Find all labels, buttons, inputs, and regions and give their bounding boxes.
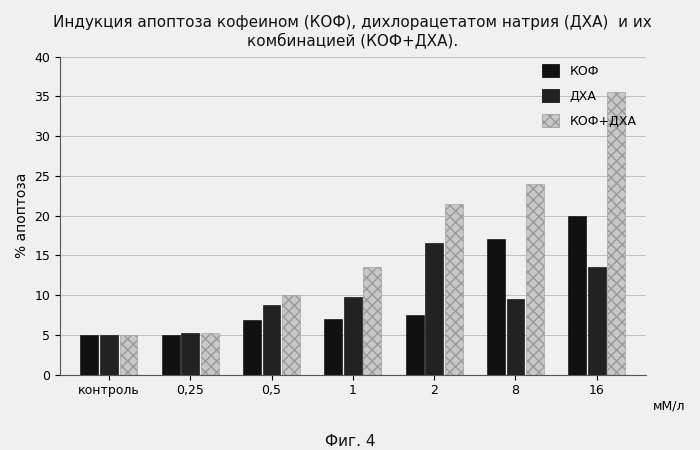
Y-axis label: % апоптоза: % апоптоза	[15, 173, 29, 258]
Bar	[507, 299, 524, 374]
Bar	[406, 315, 424, 374]
Bar	[162, 335, 180, 374]
Legend: КОФ, ДХА, КОФ+ДХА: КОФ, ДХА, КОФ+ДХА	[542, 64, 636, 128]
Bar	[608, 92, 625, 374]
Title: Индукция апоптоза кофеином (КОФ), дихлорацетатом натрия (ДХА)  и их
комбинацией : Индукция апоптоза кофеином (КОФ), дихлор…	[53, 15, 652, 49]
Bar	[181, 333, 200, 374]
Bar	[363, 267, 382, 374]
Text: мМ/л: мМ/л	[652, 400, 685, 413]
Bar	[80, 335, 99, 374]
Bar	[425, 243, 443, 374]
Bar	[120, 335, 137, 374]
Bar	[444, 204, 463, 374]
Bar	[344, 297, 362, 374]
Bar	[262, 306, 281, 374]
Bar	[243, 320, 261, 374]
Bar	[487, 239, 505, 374]
Bar	[588, 267, 606, 374]
Bar	[526, 184, 544, 374]
Bar	[324, 319, 342, 374]
Bar	[100, 335, 118, 374]
Text: Фиг. 4: Фиг. 4	[325, 433, 375, 449]
Bar	[568, 216, 586, 374]
Bar	[282, 295, 300, 374]
Bar	[201, 333, 218, 374]
